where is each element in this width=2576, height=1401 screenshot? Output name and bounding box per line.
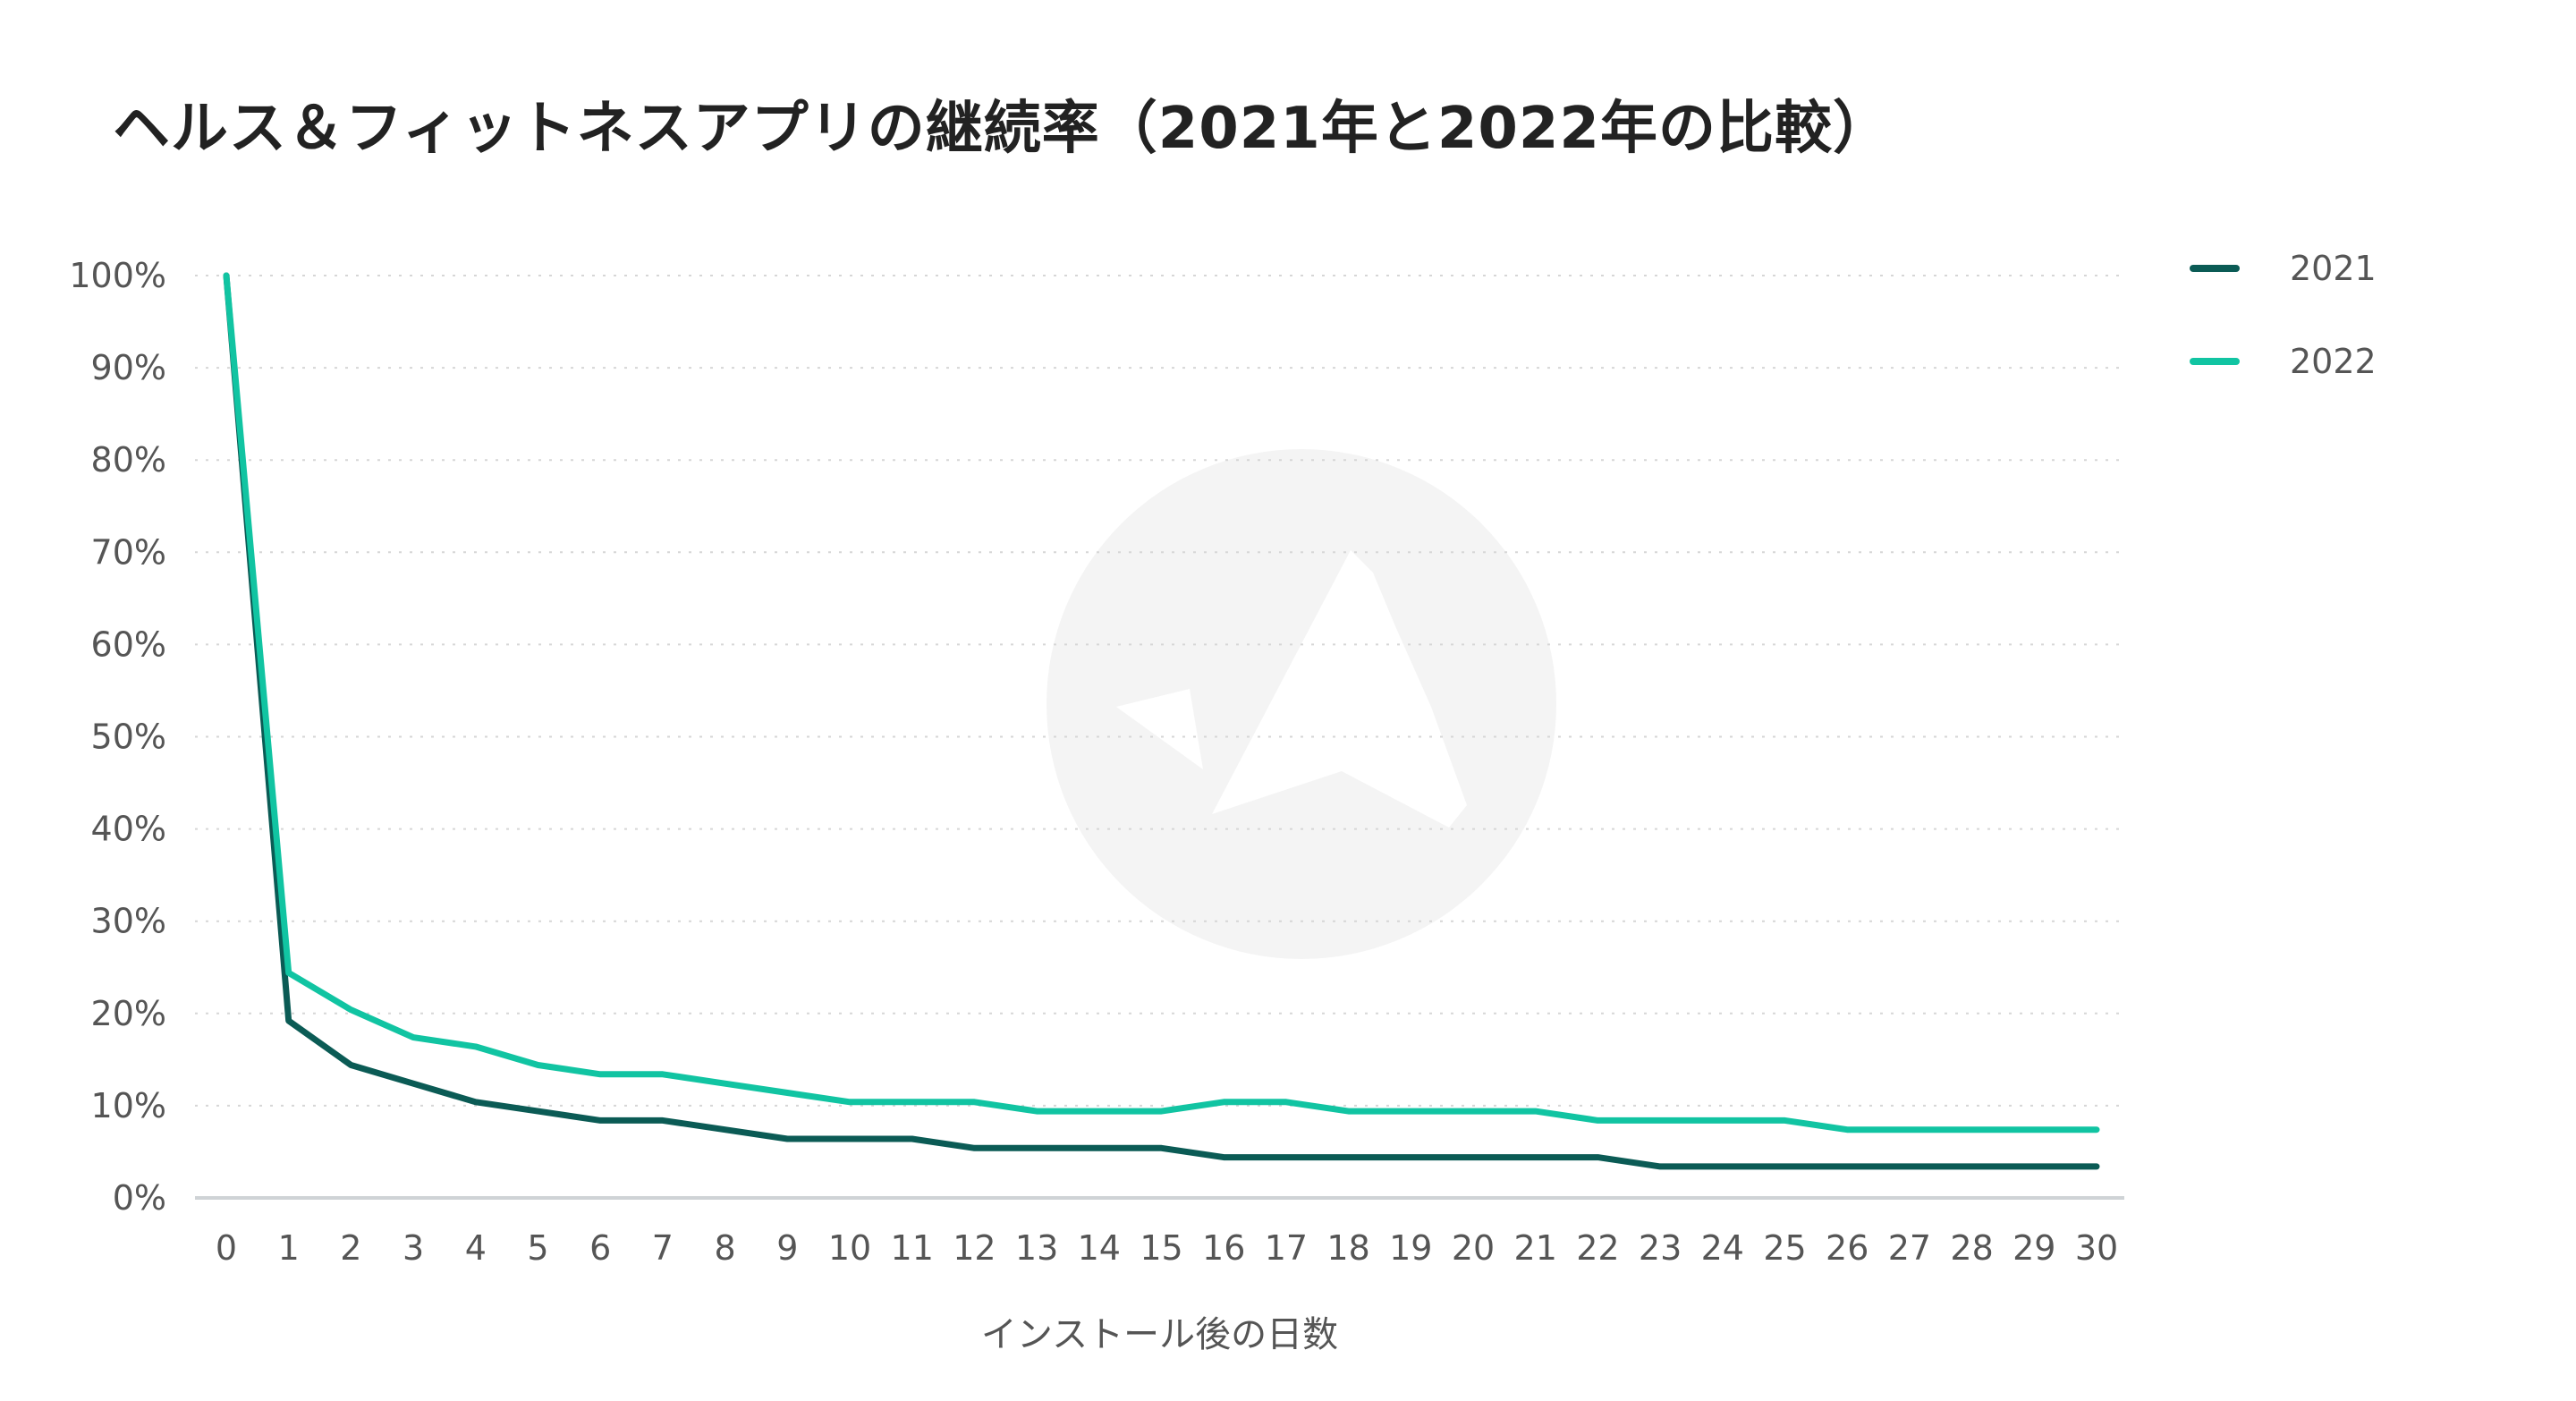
y-tick-label: 60% — [91, 624, 166, 664]
legend: 2021 2022 — [2190, 249, 2377, 381]
watermark-logo — [1046, 449, 1556, 959]
legend-label-2021: 2021 — [2290, 249, 2377, 288]
series-line-2021 — [223, 272, 2100, 1170]
x-tick-label: 20 — [1452, 1228, 1495, 1268]
y-tick-label: 80% — [91, 440, 166, 480]
legend-label-2022: 2022 — [2290, 342, 2377, 381]
x-tick-label: 16 — [1202, 1228, 1245, 1268]
series-line-2022 — [223, 272, 2100, 1134]
x-tick-label: 23 — [1639, 1228, 1682, 1268]
x-tick-label: 1 — [278, 1228, 300, 1268]
x-tick-label: 21 — [1514, 1228, 1557, 1268]
x-tick-label: 30 — [2075, 1228, 2118, 1268]
chart-title: ヘルス＆フィットネスアプリの継続率（2021年と2022年の比較） — [113, 96, 1891, 162]
x-tick-label: 25 — [1763, 1228, 1806, 1268]
x-tick-label: 7 — [652, 1228, 674, 1268]
x-tick-label: 28 — [1950, 1228, 1993, 1268]
y-tick-label: 40% — [91, 810, 166, 849]
x-tick-label: 5 — [527, 1228, 548, 1268]
y-tick-label: 10% — [91, 1086, 166, 1125]
x-tick-label: 27 — [1888, 1228, 1931, 1268]
x-tick-label: 19 — [1389, 1228, 1432, 1268]
x-tick-label: 22 — [1576, 1228, 1619, 1268]
series-lines — [223, 272, 2100, 1170]
y-tick-label: 90% — [91, 348, 166, 387]
y-tick-label: 30% — [91, 902, 166, 941]
x-tick-label: 17 — [1265, 1228, 1308, 1268]
x-axis-ticks: 0 1 2 3 4 5 6 7 8 9 10 11 12 13 14 15 16 17 18 19 20 21 22 23 24… — [216, 1228, 2118, 1268]
y-tick-label: 70% — [91, 532, 166, 572]
x-tick-label: 24 — [1701, 1228, 1744, 1268]
x-tick-label: 2 — [340, 1228, 361, 1268]
x-tick-label: 29 — [2012, 1228, 2055, 1268]
x-tick-label: 14 — [1078, 1228, 1121, 1268]
y-tick-label: 0% — [113, 1178, 166, 1218]
x-tick-label: 18 — [1326, 1228, 1369, 1268]
x-tick-label: 3 — [402, 1228, 424, 1268]
x-tick-label: 26 — [1826, 1228, 1868, 1268]
x-tick-label: 6 — [589, 1228, 611, 1268]
x-tick-label: 9 — [776, 1228, 798, 1268]
x-tick-label: 15 — [1140, 1228, 1182, 1268]
x-tick-label: 8 — [715, 1228, 736, 1268]
x-tick-label: 12 — [953, 1228, 996, 1268]
x-axis-title: インストール後の日数 — [981, 1314, 1338, 1355]
x-tick-label: 13 — [1015, 1228, 1058, 1268]
x-tick-label: 10 — [828, 1228, 871, 1268]
x-tick-label: 0 — [216, 1228, 237, 1268]
y-tick-label: 20% — [91, 994, 166, 1033]
y-tick-label: 50% — [91, 717, 166, 757]
x-tick-label: 4 — [465, 1228, 487, 1268]
y-axis-ticks: 0% 10% 20% 30% 40% 50% 60% 70% 80% 90% 100% — [69, 256, 166, 1218]
y-tick-label: 100% — [69, 256, 166, 295]
x-tick-label: 11 — [891, 1228, 934, 1268]
